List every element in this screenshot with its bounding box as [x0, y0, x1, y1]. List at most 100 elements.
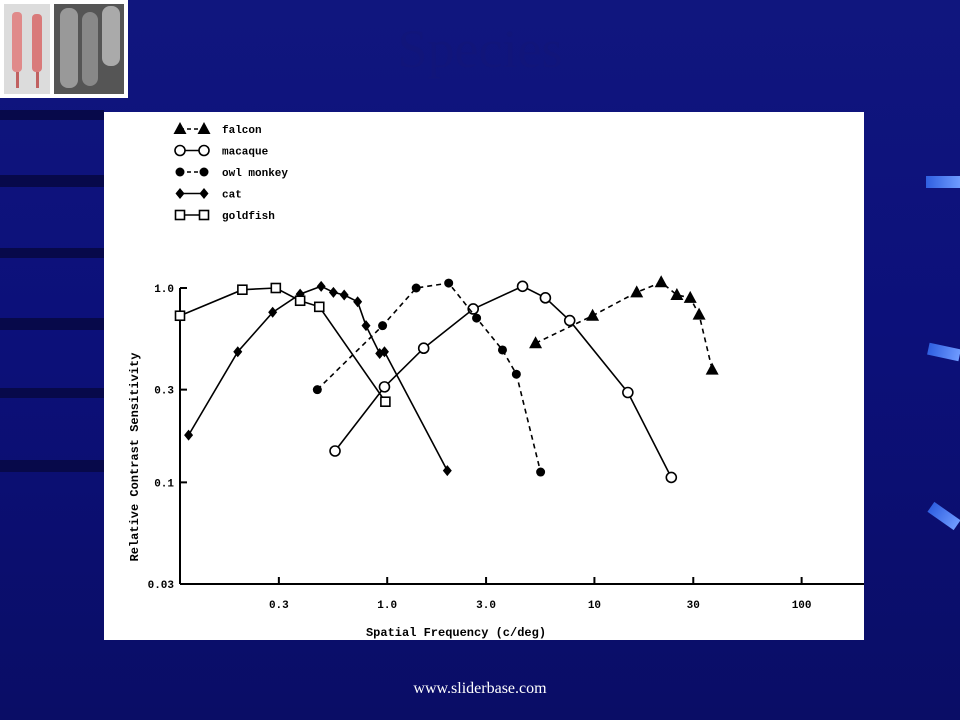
data-point-macaque — [329, 445, 341, 457]
legend-item-owl-monkey: owl monkey — [175, 167, 288, 180]
data-point-macaque — [665, 471, 678, 484]
y-tick-label: 1.0 — [154, 284, 174, 296]
data-point-owl-monkey — [497, 345, 507, 355]
legend-item-falcon: falcon — [173, 122, 262, 137]
series-owl-monkey — [312, 278, 546, 477]
data-point-owl-monkey — [472, 313, 482, 323]
data-point-macaque — [417, 342, 430, 355]
legend-label: falcon — [222, 125, 262, 137]
background-streak — [0, 318, 104, 330]
data-point-falcon — [654, 275, 668, 288]
accent-bar — [926, 176, 960, 188]
accent-bar — [927, 501, 960, 531]
data-point-cat — [268, 306, 278, 318]
data-point-cat — [233, 346, 243, 358]
data-point-owl-monkey — [444, 278, 454, 288]
legend-label: cat — [222, 190, 242, 202]
legend-marker — [199, 167, 209, 177]
legend-item-cat: cat — [175, 188, 242, 202]
series-falcon — [529, 275, 719, 375]
legend-item-goldfish: goldfish — [174, 209, 275, 223]
data-point-falcon — [529, 336, 543, 349]
data-point-cat — [353, 296, 363, 308]
series-line-goldfish — [179, 287, 387, 403]
y-tick-label: 0.03 — [148, 580, 175, 592]
data-point-owl-monkey — [312, 385, 322, 395]
data-point-cat — [379, 346, 389, 358]
legend-marker — [175, 167, 185, 177]
y-tick-label: 0.3 — [154, 386, 174, 398]
legend-marker — [175, 188, 185, 199]
legend-marker — [173, 122, 187, 134]
data-point-macaque — [563, 314, 576, 327]
data-point-owl-monkey — [378, 321, 388, 331]
slide-title: Species — [397, 19, 563, 79]
data-point-falcon — [630, 285, 644, 298]
photoreceptor-illustration — [4, 4, 50, 94]
chart-legend: falcon macaque owl monkey cat goldfish — [173, 122, 288, 223]
chart-axes — [179, 288, 864, 585]
x-axis-ticks: 0.3 1.0 3.0 10 30 100 — [269, 577, 812, 612]
data-point-cat — [361, 320, 371, 332]
data-point-cat — [339, 289, 349, 301]
data-point-cat — [375, 348, 385, 360]
data-point-falcon — [683, 290, 697, 303]
data-point-cat — [316, 280, 326, 292]
x-tick-label: 0.3 — [269, 600, 289, 612]
x-axis-title: Spatial Frequency (c/deg) — [366, 626, 546, 640]
chart-series — [174, 275, 719, 484]
data-point-goldfish — [270, 282, 282, 294]
data-point-owl-monkey — [511, 369, 521, 379]
accent-bar — [927, 342, 960, 362]
legend-marker — [197, 122, 211, 134]
series-line-falcon — [535, 281, 713, 370]
data-point-falcon — [705, 362, 719, 375]
series-line-cat — [187, 285, 449, 471]
y-tick-label: 0.1 — [154, 478, 174, 490]
data-point-cat — [328, 286, 338, 298]
legend-item-macaque: macaque — [174, 144, 269, 159]
x-tick-label: 100 — [792, 600, 812, 612]
series-line-owl-monkey — [316, 282, 542, 473]
data-point-goldfish — [237, 284, 248, 296]
legend-marker — [199, 188, 209, 199]
legend-label: owl monkey — [222, 168, 288, 180]
thumbnail-image — [0, 0, 128, 98]
background-streak — [0, 110, 104, 120]
x-tick-label: 10 — [588, 600, 601, 612]
data-point-goldfish — [380, 396, 391, 408]
data-point-falcon — [692, 307, 706, 320]
data-point-cat — [442, 465, 452, 477]
x-tick-label: 1.0 — [377, 600, 397, 612]
footer-url: www.sliderbase.com — [413, 680, 547, 697]
data-point-goldfish — [294, 295, 306, 307]
legend-marker — [174, 144, 186, 157]
x-tick-label: 3.0 — [476, 600, 496, 612]
data-point-macaque — [622, 386, 634, 399]
contrast-sensitivity-chart: 0.3 1.0 3.0 10 30 100 0.03 0.1 0.3 1.0 falcon mac… — [128, 122, 864, 640]
background-streak — [0, 388, 104, 398]
data-point-owl-monkey — [536, 467, 546, 477]
data-point-falcon — [586, 308, 600, 321]
chart-panel: 0.3 1.0 3.0 10 30 100 0.03 0.1 0.3 1.0 falcon mac… — [104, 112, 864, 640]
series-cat — [184, 280, 452, 477]
background-streak — [0, 248, 104, 258]
legend-marker — [198, 209, 210, 221]
y-axis-title: Relative Contrast Sensitivity — [128, 353, 142, 562]
data-point-macaque — [378, 381, 391, 393]
legend-label: macaque — [222, 147, 269, 159]
data-point-goldfish — [313, 301, 325, 313]
legend-marker — [174, 209, 186, 221]
data-point-owl-monkey — [411, 283, 421, 293]
data-point-goldfish — [174, 310, 186, 322]
data-point-falcon — [670, 288, 684, 301]
data-point-macaque — [516, 280, 529, 293]
series-macaque — [329, 280, 678, 484]
background-streak — [0, 175, 104, 187]
data-point-cat — [184, 429, 194, 441]
micrograph-image — [54, 4, 124, 94]
y-axis-ticks: 0.03 0.1 0.3 1.0 — [148, 284, 187, 592]
data-point-macaque — [539, 292, 552, 304]
legend-marker — [198, 144, 210, 157]
x-tick-label: 30 — [687, 600, 700, 612]
